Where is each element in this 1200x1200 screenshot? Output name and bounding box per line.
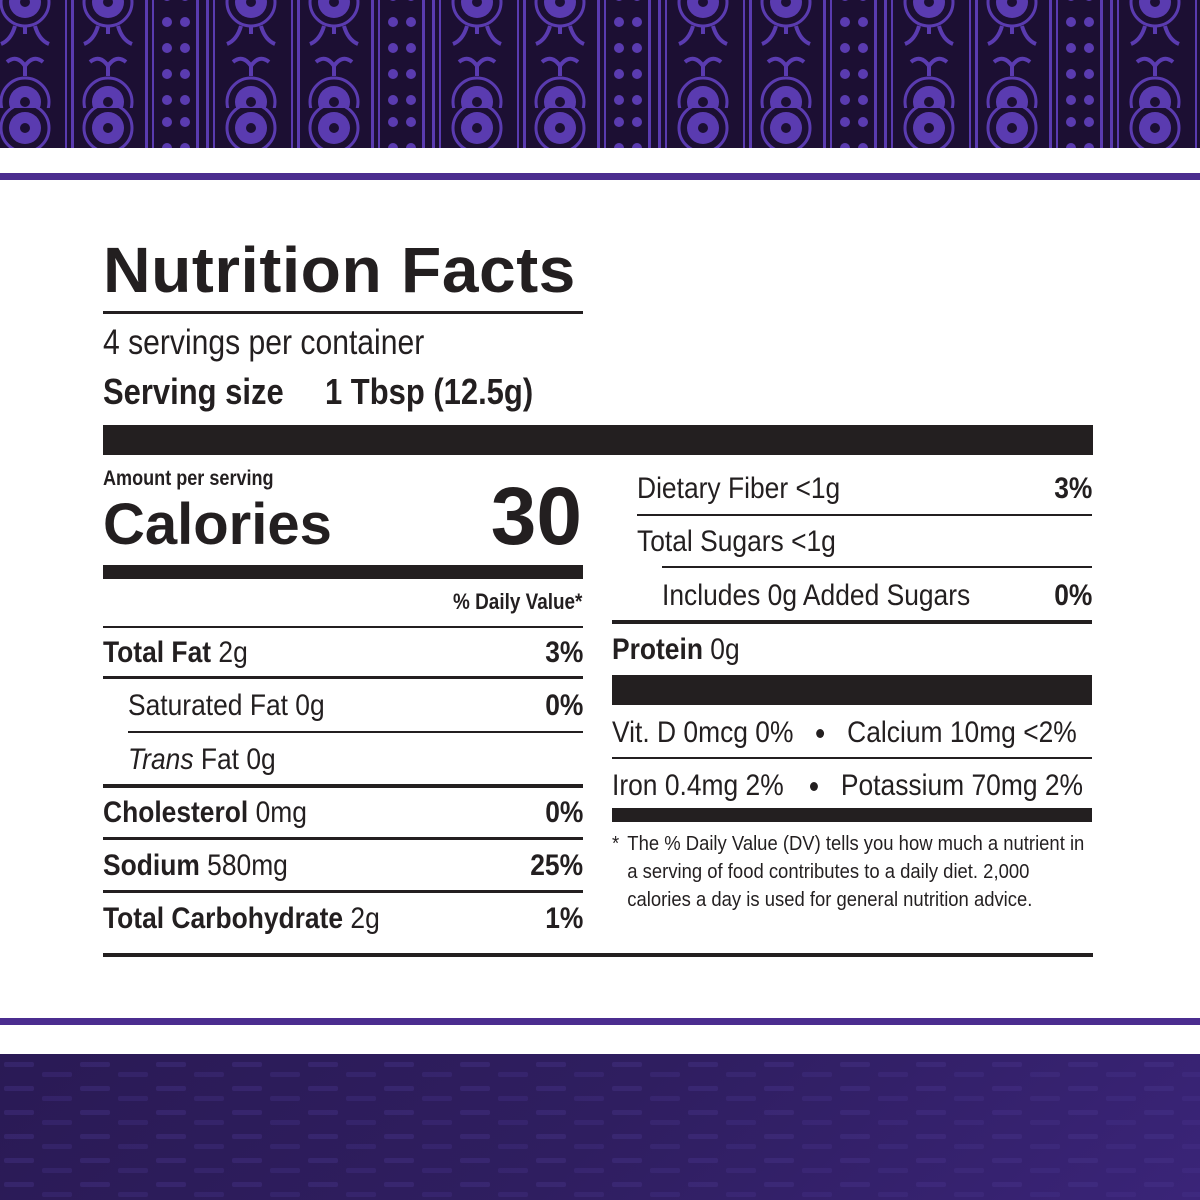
divider-bottom <box>103 953 1093 957</box>
divider-medium <box>612 808 1092 822</box>
divider-thin <box>612 757 1092 759</box>
mineral-calcium: Calcium 10mg <2% <box>847 716 1077 749</box>
nutrient-name: Includes 0g Added Sugars <box>662 579 971 612</box>
mineral-iron: Iron 0.4mg 2% <box>612 769 784 802</box>
nutrient-row-trans-fat: Trans Fat 0g <box>128 740 583 780</box>
divider-thin <box>103 837 583 840</box>
divider-thin <box>662 566 1092 568</box>
nutrient-name: Saturated Fat 0g <box>128 689 325 722</box>
serving-size-value: 1 Tbsp (12.5g) <box>324 371 534 412</box>
nutrient-dv: 0% <box>1053 579 1092 612</box>
nutrient-row-total-carbohydrate: Total Carbohydrate 2g 1% <box>103 899 583 939</box>
nutrient-row-saturated-fat: Saturated Fat 0g 0% <box>128 686 583 726</box>
nutrient-amount: 0g <box>710 633 740 666</box>
mineral-potassium: Potassium 70mg 2% <box>840 769 1084 802</box>
divider-thin <box>103 676 583 679</box>
nutrient-name: Sodium <box>103 849 200 882</box>
mineral-vitamin-d: Vit. D 0mcg 0% <box>612 716 794 749</box>
amount-per-serving: Amount per serving <box>103 467 274 490</box>
purple-divider-top <box>0 173 1200 180</box>
texture-pattern-icon <box>0 1054 1200 1200</box>
divider-thin <box>128 731 583 733</box>
nutrient-name: Fat 0g <box>200 743 276 776</box>
footnote-text: The % Daily Value (DV) tells you how muc… <box>627 832 1085 911</box>
nutrient-row-total-fat: Total Fat 2g 3% <box>103 633 583 673</box>
mineral-row-2: Iron 0.4mg 2% Potassium 70mg 2% <box>612 766 1083 806</box>
serving-size: Serving size 1 Tbsp (12.5g) <box>103 370 533 414</box>
nutrient-amount: 0mg <box>255 796 307 829</box>
bullet-icon <box>816 728 825 738</box>
nutrient-dv: 0% <box>544 689 583 722</box>
nutrient-dv: 25% <box>530 849 583 882</box>
divider-thin <box>103 890 583 893</box>
mineral-row-1: Vit. D 0mcg 0% Calcium 10mg <2% <box>612 713 1077 753</box>
divider-thick <box>612 675 1092 705</box>
nutrient-dv: 0% <box>544 796 583 829</box>
servings-per-container: 4 servings per container <box>103 323 425 362</box>
ornament-pattern-icon <box>0 0 1200 148</box>
nutrient-row-sodium: Sodium 580mg 25% <box>103 846 583 886</box>
footnote-asterisk: * <box>612 832 620 855</box>
nutrient-amount: 580mg <box>207 849 288 882</box>
calories-label: Calories <box>103 492 332 557</box>
serving-size-label: Serving size <box>103 371 284 412</box>
nutrient-row-total-sugars: Total Sugars <1g <box>637 522 1092 562</box>
decorative-pattern-band-top <box>0 0 1200 148</box>
nutrient-row-cholesterol: Cholesterol 0mg 0% <box>103 793 583 833</box>
nutrient-name: Total Carbohydrate <box>103 902 344 935</box>
nutrient-name: Total Sugars <1g <box>637 525 836 558</box>
purple-divider-bottom <box>0 1018 1200 1025</box>
calories-value: 30 <box>490 471 582 562</box>
nutrient-amount: 2g <box>350 902 380 935</box>
divider-thin <box>637 514 1092 516</box>
nutrient-name: Dietary Fiber <1g <box>637 472 841 505</box>
divider-thick <box>103 425 1093 455</box>
divider-thin <box>103 311 583 314</box>
divider-thin <box>103 784 583 788</box>
nutrient-name: Total Fat <box>103 636 212 669</box>
nutrient-amount: 2g <box>218 636 248 669</box>
nutrient-dv: 3% <box>544 636 583 669</box>
nutrient-row-protein: Protein 0g <box>612 630 1092 670</box>
nutrient-name: Cholesterol <box>103 796 249 829</box>
nutrient-dv: 1% <box>544 902 583 935</box>
divider-thin <box>103 626 583 628</box>
daily-value-header: % Daily Value* <box>452 589 582 614</box>
nutrient-name-italic: Trans <box>128 743 194 776</box>
bullet-icon <box>810 781 819 791</box>
nutrient-dv: 3% <box>1053 472 1092 505</box>
divider-medium <box>103 565 583 579</box>
divider-thin <box>612 620 1092 624</box>
daily-value-footnote: * The % Daily Value (DV) tells you how m… <box>612 830 1084 914</box>
decorative-pattern-band-bottom <box>0 1054 1200 1200</box>
nutrient-row-added-sugars: Includes 0g Added Sugars 0% <box>662 576 1092 616</box>
label-title: Nutrition Facts <box>103 234 576 306</box>
nutrient-name: Protein <box>612 633 703 666</box>
nutrient-row-dietary-fiber: Dietary Fiber <1g 3% <box>637 469 1092 509</box>
